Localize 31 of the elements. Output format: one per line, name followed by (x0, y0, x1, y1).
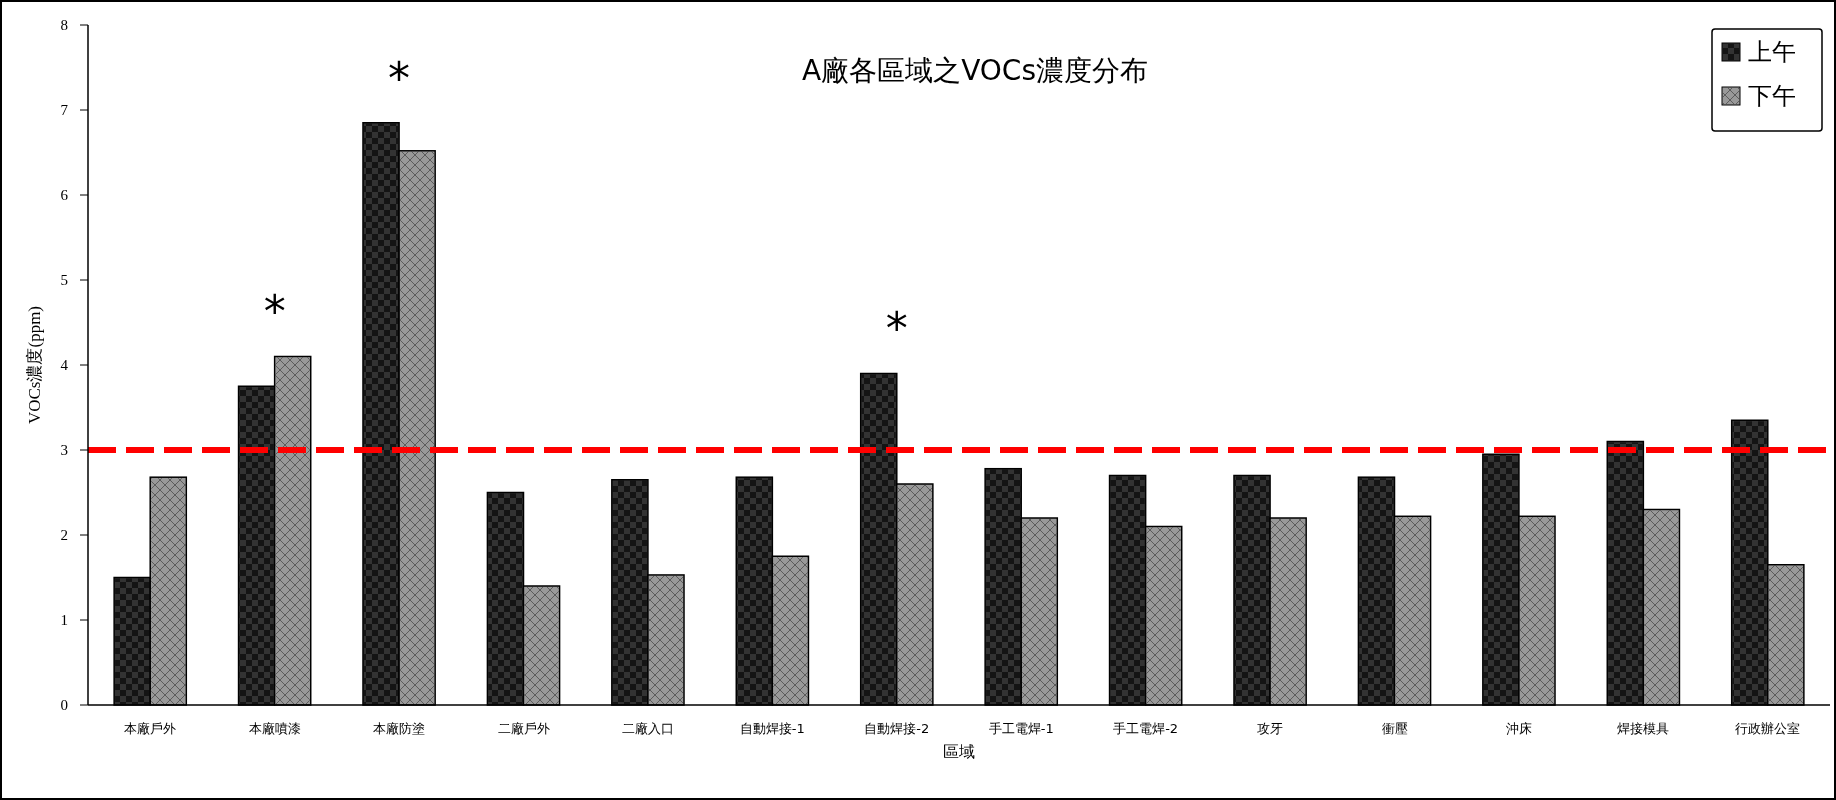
x-tick-label: 自動焊接-1 (739, 721, 805, 736)
x-tick-label: 手工電焊-2 (1113, 721, 1179, 736)
y-tick-label: 0 (60, 697, 68, 714)
legend-label: 下午 (1748, 82, 1796, 111)
x-tick-label: 本廠戶外 (124, 721, 177, 736)
legend-label: 上午 (1748, 38, 1796, 67)
x-tick-label: 行政辦公室 (1735, 721, 1801, 736)
y-tick-label: 2 (60, 527, 68, 544)
annotation: * (388, 52, 411, 104)
x-tick-label: 本廠防塗 (373, 721, 426, 736)
y-tick-label: 7 (60, 102, 69, 119)
y-tick-label: 1 (60, 612, 68, 629)
y-tick-label: 6 (60, 187, 69, 204)
annotation: * (263, 286, 286, 338)
x-axis-title: 區域 (943, 742, 975, 761)
x-tick-label: 焊接模具 (1617, 721, 1670, 736)
x-tick-label: 衝壓 (1381, 721, 1408, 736)
y-axis-title: VOCs濃度(ppm) (25, 305, 44, 425)
annotation: * (885, 303, 908, 355)
x-tick-label: 二廠入口 (621, 721, 674, 736)
x-tick-label: 自動焊接-2 (864, 721, 930, 736)
x-tick-label: 手工電焊-1 (988, 721, 1054, 736)
y-tick-label: 4 (60, 357, 69, 374)
x-tick-label: 攻牙 (1257, 721, 1284, 736)
y-tick-label: 8 (60, 17, 68, 34)
y-tick-label: 3 (60, 442, 68, 459)
x-tick-label: 沖床 (1505, 721, 1532, 736)
x-tick-label: 二廠戶外 (497, 721, 550, 736)
x-tick-label: 本廠噴漆 (248, 721, 301, 736)
text: A廠各區域之VOCs濃度分布 (802, 54, 1148, 87)
y-tick-label: 5 (60, 272, 68, 289)
